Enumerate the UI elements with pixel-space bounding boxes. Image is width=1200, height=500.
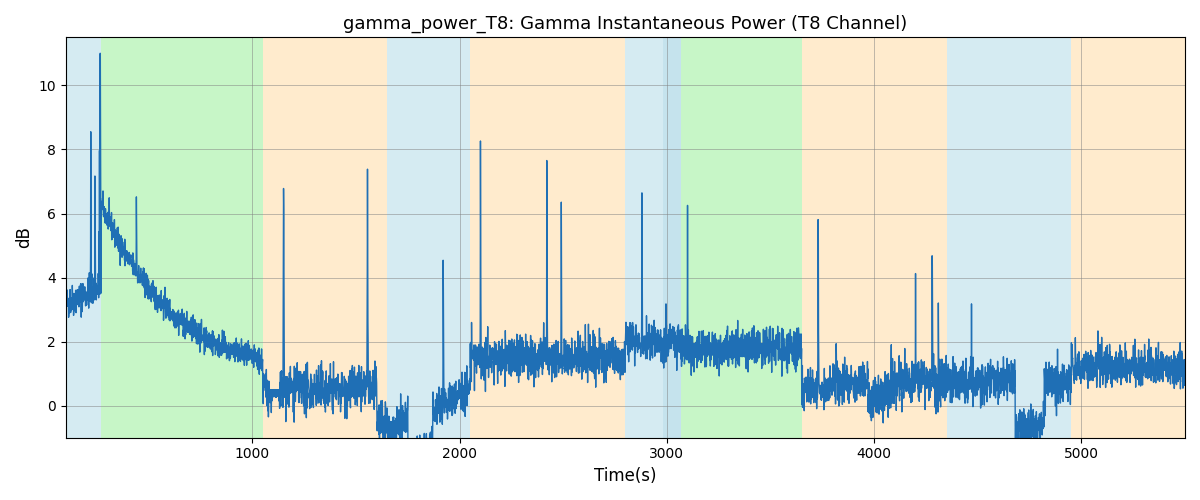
Bar [101,38,263,438]
Bar [66,38,101,438]
Bar [947,38,1072,438]
Bar [1072,38,1184,438]
Bar [625,38,662,438]
Title: gamma_power_T8: Gamma Instantaneous Power (T8 Channel): gamma_power_T8: Gamma Instantaneous Powe… [343,15,907,34]
Bar [263,38,388,438]
Bar [682,38,802,438]
Bar [802,38,822,438]
Y-axis label: dB: dB [16,226,34,248]
Bar [822,38,947,438]
X-axis label: Time(s): Time(s) [594,467,656,485]
Bar [388,38,470,438]
Bar [470,38,625,438]
Bar [662,38,682,438]
